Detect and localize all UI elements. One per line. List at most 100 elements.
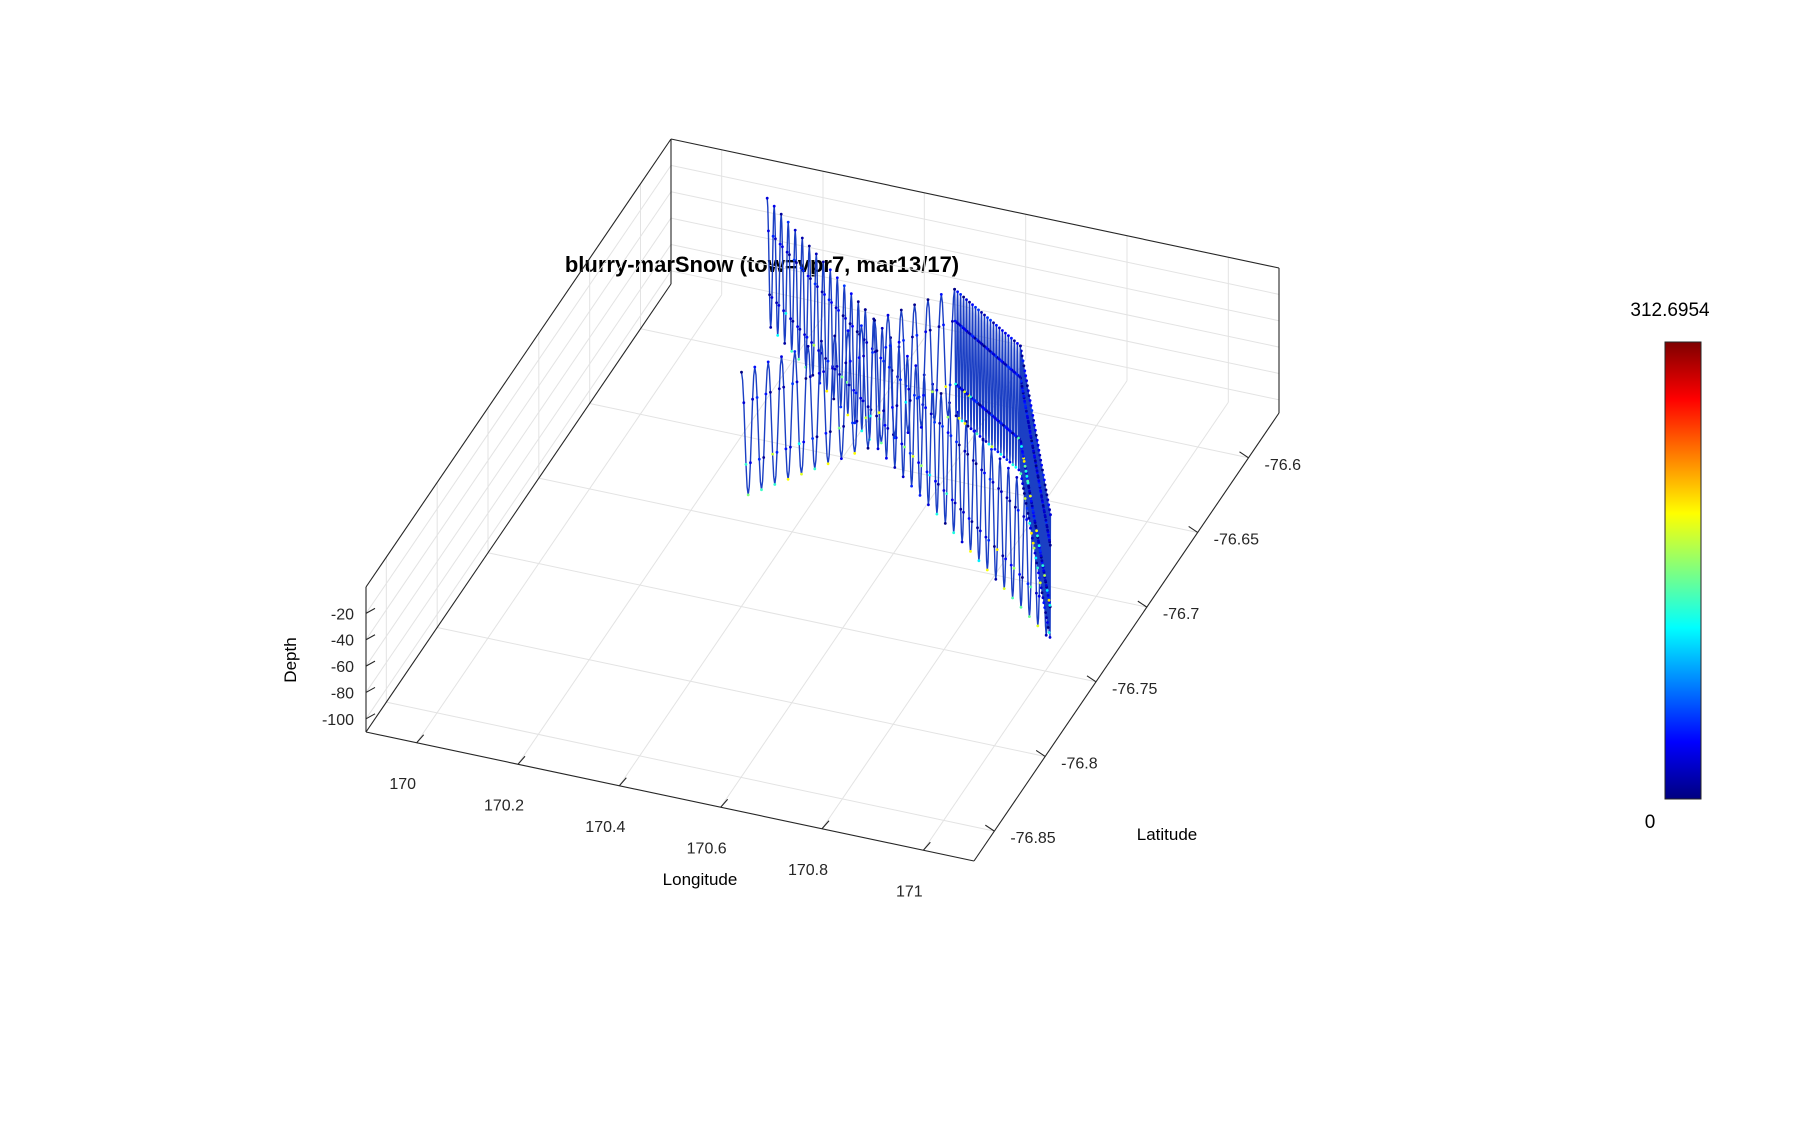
track-sample-point [975, 400, 978, 404]
track-sample-point [1011, 431, 1014, 435]
track-sample-point [949, 434, 953, 438]
track-sample-point [936, 482, 940, 486]
track-sample-point [987, 411, 990, 414]
track-sample-point [1035, 591, 1038, 595]
track-sample-point [887, 365, 891, 369]
track-sample-point [773, 483, 777, 486]
track-sample-point [984, 535, 988, 539]
track-sample-point [1032, 449, 1035, 453]
track-sample-point [846, 413, 850, 417]
track-sample-point [927, 503, 930, 507]
axes-edge [973, 412, 1280, 862]
track-sample-point [929, 412, 933, 416]
track-sample-point [997, 487, 1000, 490]
track-sample-point [764, 392, 768, 396]
track-sample-point [1029, 404, 1033, 407]
track-sample-point [885, 456, 888, 460]
track-sample-point [1030, 439, 1034, 443]
track-sample-point [826, 462, 830, 466]
track-sample-point [989, 318, 992, 322]
track-sample-point [762, 456, 766, 459]
track-sample-point [1033, 454, 1036, 458]
track-sample-point [883, 423, 887, 427]
track-sample-point [899, 308, 903, 312]
track-sample-point [1035, 529, 1038, 533]
track-sample-point [1001, 329, 1004, 332]
track-sample-point [1042, 478, 1046, 482]
track-sample-point [931, 390, 934, 394]
track-sample-point [1008, 499, 1012, 503]
x-tick-label: 170.2 [484, 797, 524, 814]
track-sample-point [967, 331, 971, 335]
y-tick [1086, 675, 1097, 683]
track-sample-point [825, 389, 829, 393]
track-sample-point [962, 295, 965, 299]
track-sample-point [1015, 476, 1019, 479]
track-sample-point [816, 285, 819, 288]
track-sample-point [775, 450, 779, 454]
track-sample-point [1011, 463, 1015, 467]
track-sample-point [920, 464, 923, 468]
track-sample-point [990, 448, 993, 451]
track-sample-point [771, 452, 774, 456]
track-sample-point [1025, 518, 1028, 521]
track-sample-point [848, 322, 852, 326]
track-sample-point [919, 426, 923, 429]
y-tick-label: -76.85 [1010, 830, 1055, 847]
track-sample-point [1034, 428, 1037, 432]
track-sample-point [846, 329, 850, 333]
z-tick [365, 713, 376, 720]
x-tick [618, 777, 627, 787]
track-sample-point [812, 343, 816, 347]
track-sample-point [840, 375, 844, 379]
track-sample-point [910, 484, 913, 488]
track-sample-point [832, 397, 836, 401]
track-sample-point [963, 422, 967, 425]
track-sample-point [1033, 519, 1037, 523]
track-sample-point [925, 470, 929, 474]
track-sample-point [833, 334, 837, 338]
back-wall-grid-line [670, 191, 1280, 322]
track-sample-point [982, 344, 986, 348]
track-sample-point [983, 313, 986, 317]
track-sample-point [961, 326, 965, 330]
track-sample-point [992, 321, 995, 325]
x-tick [720, 798, 729, 808]
track-sample-point [997, 357, 1001, 361]
floor-grid-line [386, 701, 995, 832]
track-sample-point [969, 395, 972, 399]
track-sample-point [995, 548, 999, 551]
track-sample-point [976, 339, 980, 343]
z-tick [365, 634, 376, 641]
track-sample-point [1036, 534, 1039, 538]
track-sample-point [1035, 438, 1039, 442]
floor-grid-line [517, 315, 824, 765]
track-sample-point [1030, 531, 1033, 535]
track-sample-point [806, 344, 810, 348]
track-sample-point [1015, 372, 1019, 376]
track-sample-point [1029, 585, 1033, 589]
track-sample-point [901, 475, 905, 479]
track-sample-point [854, 391, 858, 395]
track-sample-point [978, 435, 982, 438]
track-sample-point [1001, 554, 1005, 558]
track-sample-point [849, 292, 853, 296]
x-tick-label: 170 [389, 776, 416, 793]
track-sample-point [960, 540, 964, 544]
track-sample-point [842, 425, 845, 428]
track-sample-point [972, 429, 976, 433]
floor-grid-line [640, 328, 1249, 459]
y-tick [1035, 750, 1046, 757]
track-sample-point [953, 501, 957, 505]
track-sample-point [833, 367, 837, 371]
track-sample-point [973, 336, 977, 340]
track-sample-point [880, 326, 884, 330]
track-sample-point [950, 498, 954, 502]
track-sample-point [845, 380, 848, 384]
track-sample-point [1002, 455, 1006, 459]
axes-edge [670, 138, 1280, 269]
x-tick [517, 755, 526, 765]
track-sample-point [1048, 508, 1051, 512]
track-sample-point [1039, 489, 1042, 492]
track-sample-point [915, 333, 919, 337]
